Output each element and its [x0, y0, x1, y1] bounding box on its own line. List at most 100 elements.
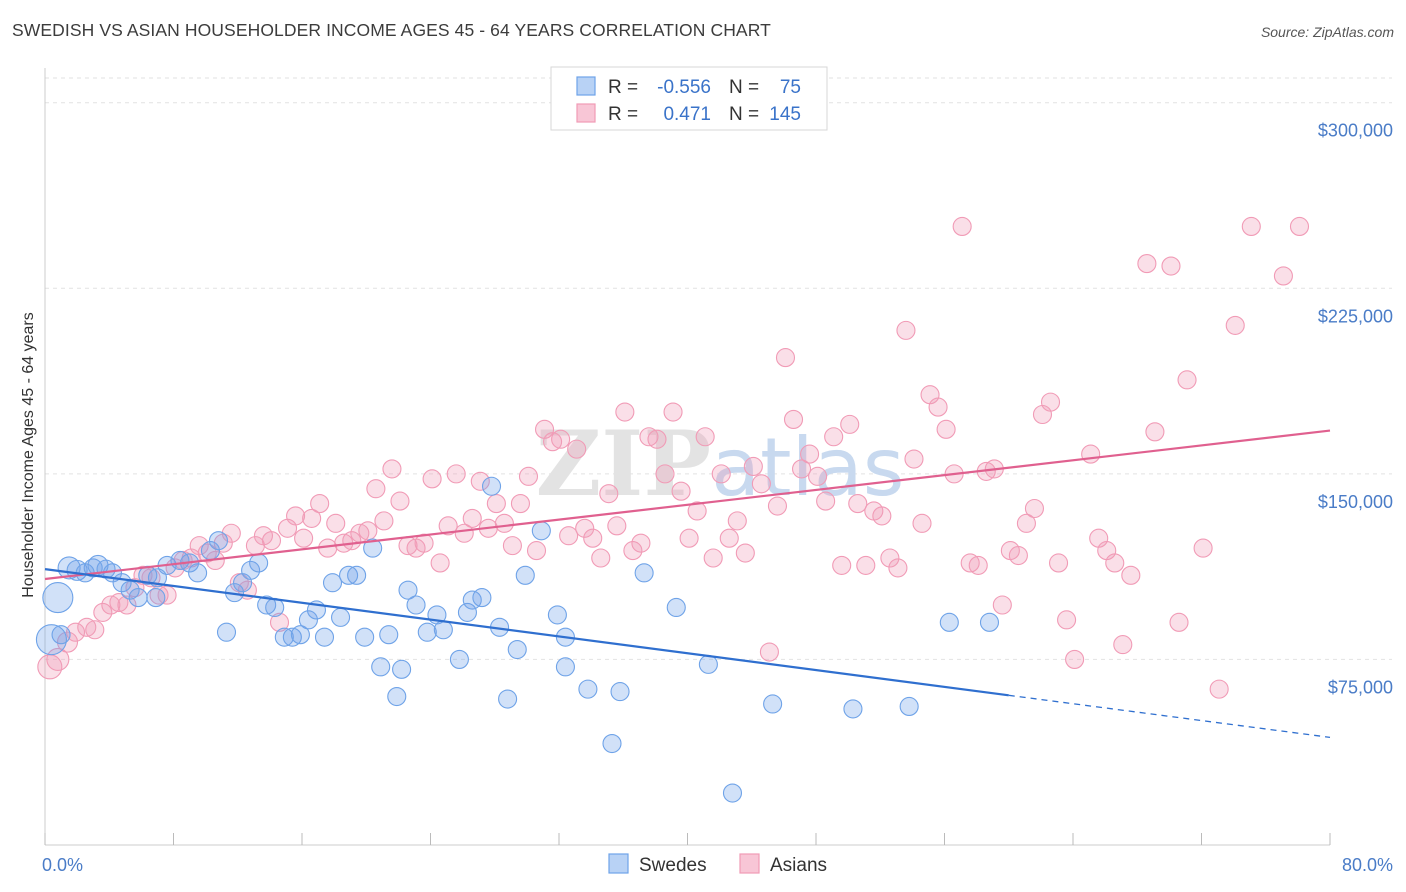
- swedes-point: [392, 659, 412, 679]
- asians-point: [591, 548, 611, 568]
- swedes-point: [406, 595, 426, 615]
- asians-point: [310, 494, 330, 514]
- asians-point: [767, 496, 788, 516]
- trend-lines: [44, 429, 1331, 739]
- swedes-point: [355, 627, 375, 647]
- asians-point: [888, 558, 908, 578]
- asians-point: [567, 439, 587, 459]
- asians-point: [1161, 256, 1181, 276]
- asians-point: [261, 531, 282, 551]
- asians-point: [1273, 266, 1293, 286]
- asians-point: [101, 595, 121, 615]
- asians-point: [117, 595, 137, 615]
- swedes-point: [763, 694, 783, 714]
- asians-point: [56, 631, 79, 653]
- bottom-legend-swatch-swedes: [608, 853, 629, 874]
- legend-n-value: 145: [769, 104, 801, 125]
- bottom-legend-asians: Asians: [770, 855, 827, 876]
- asians-point: [1105, 553, 1125, 573]
- swedes-trend-extrapolation: [1008, 694, 1331, 739]
- asians-point: [462, 508, 482, 528]
- swedes-point: [208, 531, 229, 551]
- swedes-point: [257, 595, 277, 615]
- legend-r-value: 0.471: [663, 104, 711, 125]
- asians-point: [197, 543, 217, 563]
- swedes-point: [939, 612, 959, 632]
- bottom-legend: Swedes Asians: [608, 853, 827, 876]
- asians-point: [1137, 254, 1157, 274]
- swedes-point: [322, 573, 343, 593]
- asians-point: [856, 555, 876, 575]
- asians-point: [1177, 370, 1197, 390]
- asians-point: [1169, 612, 1189, 632]
- asians-trend-line: [44, 429, 1331, 581]
- asians-point: [791, 459, 812, 479]
- asians-point: [382, 459, 402, 479]
- swedes-point: [634, 563, 654, 583]
- asians-point: [543, 432, 563, 452]
- swedes-point: [398, 580, 418, 600]
- asians-point: [583, 528, 603, 548]
- asians-point: [1145, 422, 1165, 442]
- swedes-trend-line: [44, 568, 1009, 697]
- asians-point: [647, 429, 667, 449]
- asians-point: [679, 528, 699, 548]
- asians-point: [783, 409, 804, 429]
- asians-point: [1057, 610, 1077, 630]
- swedes-point: [555, 657, 575, 677]
- legend-r-label: R =: [608, 104, 638, 125]
- asians-point: [1121, 565, 1141, 585]
- swedes-point: [51, 625, 71, 645]
- asians-point: [896, 320, 916, 340]
- asians-point: [775, 348, 796, 368]
- asians-point: [743, 456, 763, 476]
- y-tick-label: $225,000: [1318, 306, 1393, 326]
- legend-r-label: R =: [608, 77, 638, 98]
- asians-point: [430, 553, 450, 573]
- swedes-point: [417, 622, 437, 642]
- swedes-point: [666, 597, 686, 618]
- asians-point: [703, 548, 723, 568]
- swedes-point: [498, 689, 518, 709]
- asians-point: [65, 622, 86, 642]
- swedes-point: [128, 588, 148, 608]
- asians-point: [1193, 538, 1213, 558]
- asians-point: [695, 427, 715, 447]
- asians-point: [302, 508, 322, 528]
- swedes-point: [507, 639, 527, 660]
- asians-point: [326, 513, 346, 533]
- swedes-point: [472, 588, 492, 608]
- asians-point: [559, 526, 579, 546]
- swedes-point: [899, 696, 919, 716]
- x-tick-label: 80.0%: [1342, 855, 1393, 875]
- swedes-point: [216, 622, 237, 642]
- swedes-point: [290, 625, 310, 645]
- swedes-point: [979, 612, 1000, 632]
- asians-point: [1241, 216, 1261, 237]
- asians-point: [952, 216, 972, 237]
- asians-point: [1048, 553, 1069, 573]
- swedes-point: [371, 657, 391, 677]
- swedes-point: [602, 734, 622, 754]
- asians-point: [671, 481, 691, 501]
- swedes-point: [610, 682, 630, 702]
- asians-point: [526, 541, 547, 561]
- asians-point: [655, 464, 675, 484]
- legend-n-value: 75: [780, 77, 801, 98]
- asians-point: [968, 555, 988, 575]
- asians-point: [1024, 498, 1044, 519]
- y-tick-label: $150,000: [1318, 492, 1393, 512]
- asians-point: [486, 494, 506, 514]
- asians-point: [607, 516, 627, 536]
- asians-point: [85, 620, 105, 640]
- asians-point: [1065, 649, 1085, 669]
- asians-point: [93, 602, 113, 622]
- asians-point: [46, 647, 70, 671]
- asians-point: [928, 397, 948, 417]
- asians-point: [286, 506, 306, 526]
- asians-point: [502, 536, 522, 556]
- asians-point: [454, 523, 474, 543]
- asians-point: [518, 466, 539, 486]
- asians-point: [735, 543, 755, 563]
- asians-point: [751, 474, 771, 494]
